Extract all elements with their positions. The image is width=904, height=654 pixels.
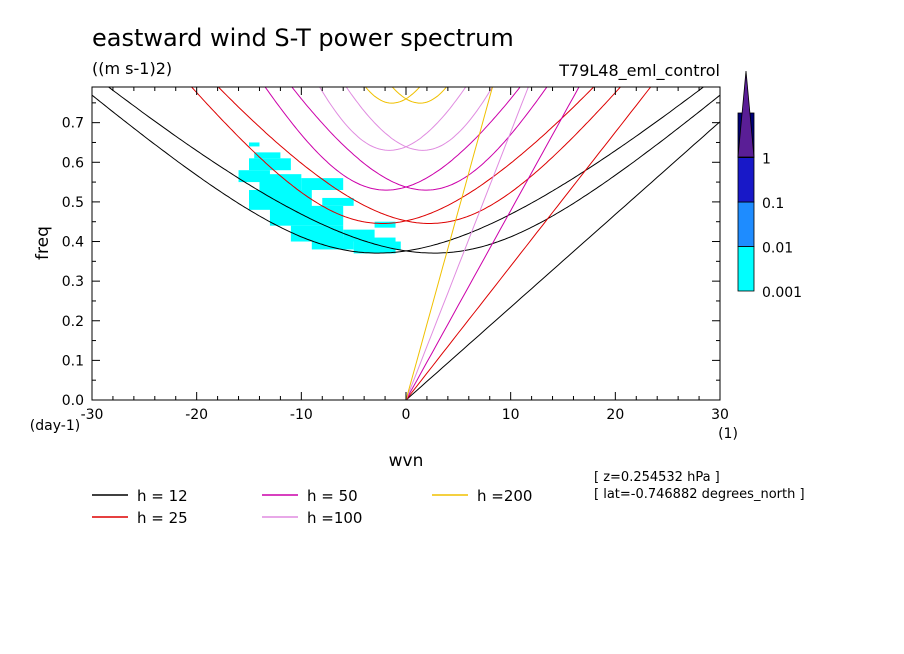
legend-label-h25: h = 25 xyxy=(137,509,188,527)
inertia-gravity-curve-h12 xyxy=(107,87,720,254)
dispersion-curves xyxy=(92,87,720,400)
shade-cell-4 xyxy=(249,190,312,210)
y-tick-label-2: 0.2 xyxy=(62,314,84,330)
shade-cell-11 xyxy=(301,178,344,191)
legend-label-h200: h =200 xyxy=(477,487,532,505)
x-tick-label-2: -10 xyxy=(290,407,313,423)
chart-title: eastward wind S-T power spectrum xyxy=(92,24,514,52)
y-tick-label-3: 0.3 xyxy=(62,274,84,290)
shade-cell-0 xyxy=(254,152,281,159)
plot-frame xyxy=(91,86,721,401)
x-tick-label-3: 0 xyxy=(402,407,411,423)
colorbar-label-2: 0.1 xyxy=(762,196,784,212)
shade-cell-10 xyxy=(374,241,401,250)
y-tick-label-7: 0.7 xyxy=(62,116,84,132)
colorbar: 0.001 0.01 0.1 1 xyxy=(737,70,802,301)
legend-label-h12: h = 12 xyxy=(137,487,188,505)
legend-label-h100: h =100 xyxy=(307,509,362,527)
shade-cell-14 xyxy=(249,142,260,147)
shade-cell-3 xyxy=(259,174,302,194)
colorbar-band-2 xyxy=(737,157,755,203)
shade-cell-1 xyxy=(249,158,291,171)
x-tick-label-1: -20 xyxy=(185,407,208,423)
x-tick-label-4: 10 xyxy=(502,407,520,423)
rossby-curve-h200 xyxy=(364,87,421,104)
colorbar-label-0: 0.001 xyxy=(762,285,802,301)
colorbar-arrow xyxy=(737,70,755,158)
y-unit-label: (day-1) xyxy=(30,418,80,434)
kelvin-curve-h50 xyxy=(405,87,580,400)
latitude-note: [ lat=-0.746882 degrees_north ] xyxy=(594,487,805,502)
y-tick-label-4: 0.4 xyxy=(62,235,84,251)
power-shading xyxy=(238,142,401,254)
kelvin-curve-h12 xyxy=(405,121,720,400)
legend-label-h50: h = 50 xyxy=(307,487,358,505)
colorbar-label-3: 1 xyxy=(762,152,771,168)
shade-cell-7 xyxy=(311,237,354,250)
colorbar-band-1 xyxy=(737,201,755,247)
y-tick-label-0: 0.0 xyxy=(62,393,84,409)
y-tick-label-6: 0.6 xyxy=(62,155,84,171)
shade-cell-5 xyxy=(269,205,344,226)
y-tick-label-1: 0.1 xyxy=(62,353,84,369)
colorbar-band-0 xyxy=(737,246,755,292)
rossby-curve-h12 xyxy=(92,87,705,254)
legend: h = 12 h = 25 h = 50 h =100 h =200 xyxy=(92,487,532,527)
kelvin-curve-h25 xyxy=(405,87,652,400)
shade-cell-2 xyxy=(238,170,270,183)
axis-ticks: -30 -20 -10 0 10 20 30 0.0 0.1 0.2 0.3 0.4 0.5 0.6 0.7 xyxy=(62,87,729,423)
y-tick-label-5: 0.5 xyxy=(62,195,84,211)
rossby-curve-h50 xyxy=(264,87,521,191)
rossby-curve-h100 xyxy=(319,87,467,151)
x-unit-label: (1) xyxy=(718,426,738,442)
x-tick-label-6: 30 xyxy=(711,407,729,423)
x-tick-label-5: 20 xyxy=(606,407,624,423)
x-tick-label-0: -30 xyxy=(81,407,104,423)
chart-units: ((m s-1)2) xyxy=(92,59,172,78)
run-label: T79L48_eml_control xyxy=(558,61,720,81)
shade-cell-8 xyxy=(343,229,375,242)
kelvin-curve-h200 xyxy=(405,87,494,400)
x-axis-label: wvn xyxy=(389,451,424,471)
shade-cell-12 xyxy=(322,197,354,206)
level-note: [ z=0.254532 hPa ] xyxy=(594,470,720,485)
shade-cell-13 xyxy=(374,221,396,228)
y-axis-label: freq xyxy=(33,226,53,260)
kelvin-curve-h100 xyxy=(405,87,529,400)
colorbar-label-1: 0.01 xyxy=(762,241,793,257)
